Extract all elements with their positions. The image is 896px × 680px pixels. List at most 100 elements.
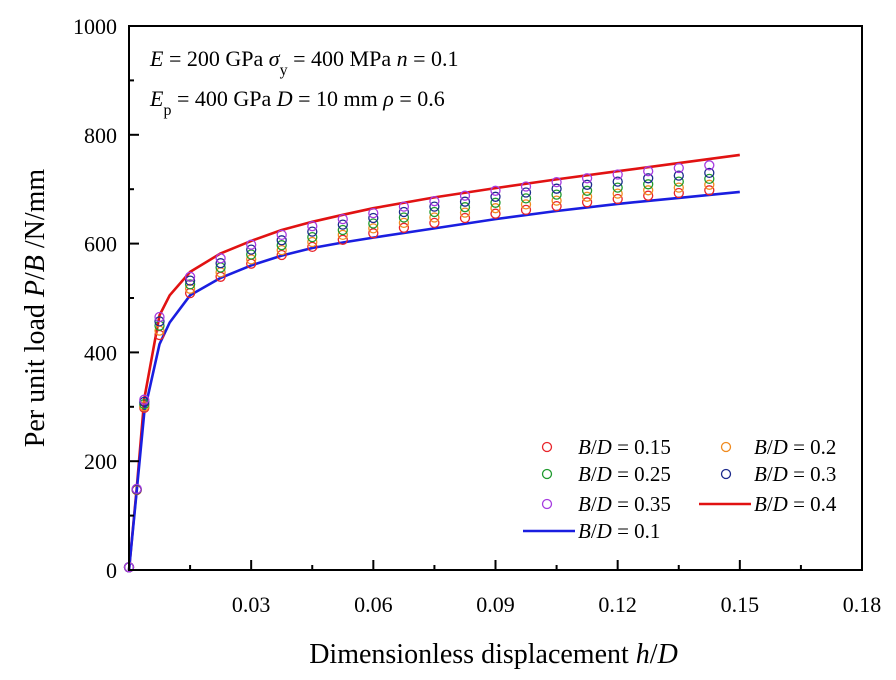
legend-item: B/D = 0.1 [523,519,660,543]
legend-label: B/D = 0.4 [754,492,837,516]
text-part: E [149,46,164,71]
x-tick-label: 0.06 [354,592,393,617]
data-point [551,195,562,206]
data-point [673,176,684,187]
legend-marker [541,468,553,480]
data-point [459,212,471,224]
data-point [276,229,287,241]
legend-marker [720,441,732,453]
data-point [307,236,318,248]
text-part: = 0.3 [788,462,837,486]
data-point [490,208,501,219]
data-point [673,162,684,174]
data-point [307,241,318,253]
x-tick-label: 0.15 [721,592,760,617]
data-point [520,204,532,216]
text-part: B [754,435,767,459]
text-part: D [276,86,293,111]
data-point [307,231,318,243]
text-part: / [591,435,597,459]
text-part: / [767,435,773,459]
data-point [490,191,501,202]
legend-label: B/D = 0.15 [578,435,671,459]
data-point [490,185,501,196]
text-part: σ [269,46,281,71]
text-part: B [754,462,767,486]
data-point [551,183,562,194]
data-point [184,275,196,286]
data-point [612,176,623,187]
text-part: = 0.35 [612,492,671,516]
text-part: y [280,62,288,79]
text-part: = 0.25 [612,462,671,486]
x-axis-title: Dimensionless displacement h/D [309,639,678,670]
data-point [612,169,623,180]
data-point [551,200,562,212]
text-part: p [163,102,171,119]
text-part: / [591,519,597,543]
data-point [246,239,257,250]
data-point [704,160,715,171]
data-point [673,187,684,199]
text-part: D [772,492,788,516]
legend-label: B/D = 0.35 [578,492,671,516]
legend-marker [720,468,732,480]
data-point [429,217,440,229]
data-point [246,244,257,255]
data-point [581,191,593,202]
series-line-0.1 [127,190,740,571]
x-tick-label: 0.03 [232,592,271,617]
data-point [246,249,257,260]
text-part: ρ [382,86,394,111]
legend-item: B/D = 0.15 [541,435,671,459]
data-point [520,181,532,192]
data-point [276,244,287,256]
x-axis-ticks: 0.03 0.06 0.09 0.12 0.15 0.18 [189,560,881,617]
data-point [551,189,562,200]
data-point [704,179,715,190]
data-point [184,283,196,294]
text-part: D [596,519,612,543]
data-point [459,190,471,201]
data-point [643,190,654,201]
legend-item: B/D = 0.25 [541,462,671,486]
text-part: = 0.6 [394,86,445,111]
text-part: B [578,492,591,516]
text-part: D [772,435,788,459]
data-point [398,222,410,233]
text-part: P [20,280,51,298]
data-point [131,483,142,495]
text-part: / [591,462,597,486]
parameter-annotation: E = 200 GPa σy = 400 MPa n = 0.1Ep = 400… [149,46,459,119]
data-point [673,170,684,181]
y-tick-label: 600 [84,232,117,257]
data-point [337,224,348,236]
annotation-line: Ep = 400 GPa D = 10 mm ρ = 0.6 [149,86,445,119]
text-part: D [657,639,678,670]
text-part: n [397,46,408,71]
text-part: B [578,435,591,459]
legend-label: B/D = 0.3 [754,462,836,486]
x-tick-label: 0.09 [476,592,515,617]
data-point [368,223,379,234]
y-tick-label: 400 [84,340,117,365]
data-point [643,179,654,190]
data-point [398,206,410,218]
text-part: D [596,492,612,516]
legend-label: B/D = 0.25 [578,462,671,486]
text-part: h [636,639,650,670]
data-point [337,229,348,241]
data-point [276,235,287,246]
data-point [490,197,501,208]
text-part: E [149,86,164,111]
data-point [459,207,471,218]
text-part: = 0.1 [612,519,661,543]
y-axis-ticks: 0 200 400 600 800 1000 [73,14,139,583]
data-point [704,185,715,196]
text-part: D [772,462,788,486]
text-part: B [578,462,591,486]
text-part: Dimensionless displacement [309,639,636,670]
data-point [337,234,348,245]
data-point [581,185,593,196]
legend-item: B/D = 0.35 [541,492,671,516]
